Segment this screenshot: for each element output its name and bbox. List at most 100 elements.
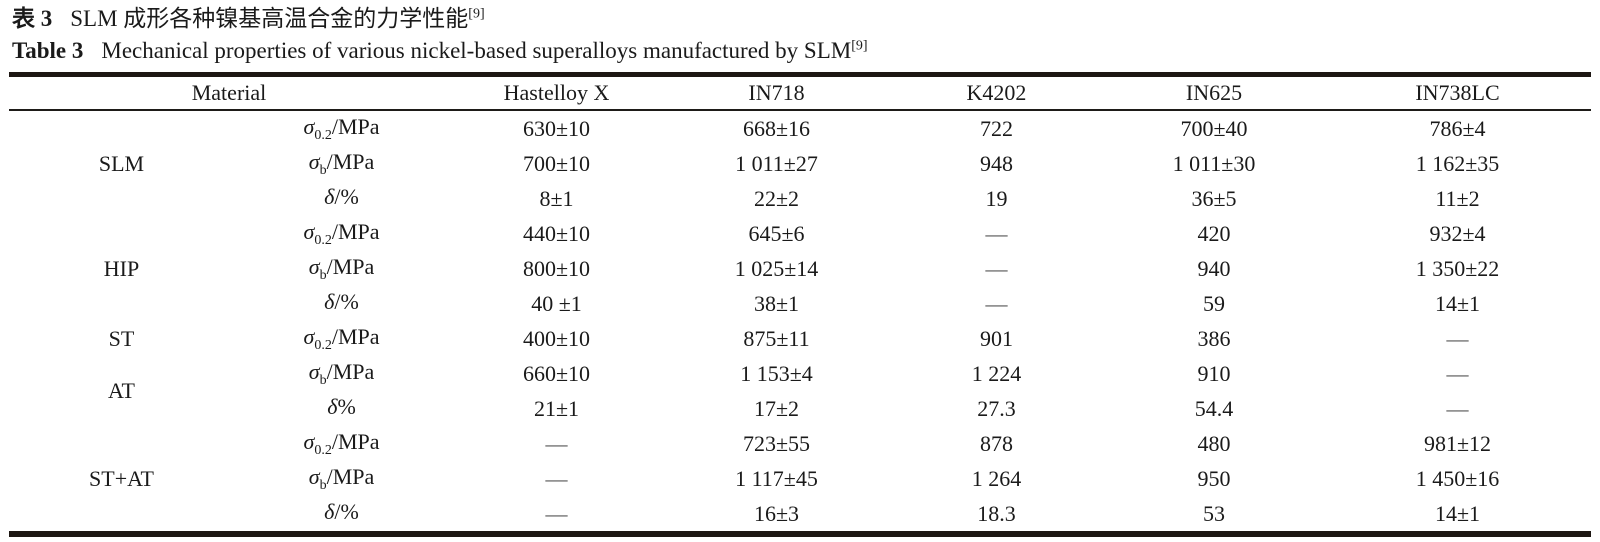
cell-value: 1 224 <box>971 360 1022 386</box>
cell-value: 645±6 <box>748 220 805 246</box>
caption-chinese-label: 表 3 <box>12 6 53 31</box>
property-label: σ0.2/MPa <box>234 110 449 146</box>
table-row: δ/% 8±1 22±2 19 36±5 11±2 <box>9 181 1591 216</box>
cell-value: — <box>545 500 568 526</box>
property-subscript: b <box>319 267 327 283</box>
cell-value: 11±2 <box>1435 185 1480 211</box>
caption-english-reference: [9] <box>851 38 868 54</box>
cell-value: 8±1 <box>539 185 574 211</box>
property-subscript: 0.2 <box>314 232 332 248</box>
property-label: δ% <box>234 391 449 426</box>
cell-value: 800±10 <box>522 255 591 281</box>
cell-value: 22±2 <box>753 185 800 211</box>
cell-value: — <box>1446 395 1469 421</box>
cell-value: 386 <box>1197 325 1231 351</box>
caption-english-title: Mechanical properties of various nickel-… <box>101 38 852 63</box>
property-unit: /MPa <box>326 148 375 174</box>
property-unit: /% <box>334 288 359 314</box>
cell-value: 420 <box>1197 220 1231 246</box>
property-symbol: σ <box>303 113 315 139</box>
material-group-label: SLM <box>98 150 145 176</box>
cell-value: 1 264 <box>971 465 1022 491</box>
property-subscript: b <box>319 477 327 493</box>
property-label: σ0.2/MPa <box>234 216 449 251</box>
property-unit: /MPa <box>331 323 380 349</box>
property-unit: /% <box>334 498 359 524</box>
cell-value: 878 <box>980 430 1013 456</box>
cell-value: 723±55 <box>742 430 811 456</box>
property-symbol: σ <box>308 148 320 174</box>
cell-value: 668±16 <box>742 115 811 141</box>
property-label: δ/% <box>234 496 449 534</box>
table-row: σb/MPa — 1 117±45 1 264 950 1 450±16 <box>9 461 1591 496</box>
property-symbol: σ <box>303 323 315 349</box>
cell-value: 480 <box>1197 430 1231 456</box>
cell-value: 16±3 <box>753 500 800 526</box>
caption-chinese: 表 3 SLM 成形各种镍基高温合金的力学性能[9] <box>12 3 1600 35</box>
property-symbol: σ <box>308 358 320 384</box>
cell-value: 400±10 <box>522 325 591 351</box>
property-unit: % <box>337 393 356 419</box>
property-unit: /MPa <box>331 218 380 244</box>
material-group-label: AT <box>108 378 135 403</box>
cell-value: 1 117±45 <box>735 465 818 491</box>
cell-value: 875±11 <box>743 325 810 351</box>
cell-value: 14±1 <box>1434 290 1481 316</box>
property-label: δ/% <box>234 181 449 216</box>
column-header-material: Material <box>191 80 267 105</box>
cell-value: 53 <box>1203 500 1225 526</box>
cell-value: 700±40 <box>1180 115 1248 141</box>
column-header-alloy: IN625 <box>1185 80 1243 105</box>
material-group-label: HIP <box>103 255 140 281</box>
cell-value: 940 <box>1197 255 1231 281</box>
property-unit: /% <box>334 183 359 209</box>
column-header-alloy: Hastelloy X <box>503 80 610 105</box>
caption-english: Table 3 Mechanical properties of various … <box>12 35 1600 67</box>
property-unit: /MPa <box>326 253 375 279</box>
cell-value: 19 <box>985 185 1008 211</box>
property-symbol: σ <box>308 463 320 489</box>
cell-value: — <box>985 220 1008 246</box>
property-label: σb/MPa <box>234 146 449 181</box>
cell-value: 1 350±22 <box>1415 255 1500 281</box>
column-header-alloy: K4202 <box>966 80 1027 105</box>
table-row: ST+AT σ0.2/MPa — 723±55 878 480 981±12 <box>9 426 1591 491</box>
cell-value: 17±2 <box>753 395 800 421</box>
property-subscript: 0.2 <box>314 442 332 458</box>
table-captions: 表 3 SLM 成形各种镍基高温合金的力学性能[9] Table 3 Mechani… <box>0 0 1600 67</box>
cell-value: 27.3 <box>977 395 1016 421</box>
cell-value: 786±4 <box>1429 115 1486 141</box>
property-symbol: δ <box>324 498 335 524</box>
property-unit: /MPa <box>331 428 380 454</box>
cell-value: — <box>985 255 1008 281</box>
property-symbol: δ <box>327 393 338 419</box>
property-unit: /MPa <box>326 358 375 384</box>
cell-value: 630±10 <box>522 115 591 141</box>
cell-value: 722 <box>980 115 1013 141</box>
cell-value: 932±4 <box>1429 220 1486 246</box>
cell-value: — <box>545 430 568 456</box>
column-header-alloy: IN718 <box>748 80 805 105</box>
cell-value: 1 025±14 <box>734 255 819 281</box>
cell-value: 59 <box>1203 290 1225 316</box>
cell-value: 36±5 <box>1191 185 1237 211</box>
table-row: δ% 21±1 17±2 27.3 54.4 — <box>9 391 1591 426</box>
cell-value: — <box>545 465 568 491</box>
table-row: σb/MPa 700±10 1 011±27 948 1 011±30 1 16… <box>9 146 1591 181</box>
property-label: σb/MPa <box>234 461 449 496</box>
cell-value: — <box>985 290 1008 316</box>
cell-value: 440±10 <box>522 220 591 246</box>
cell-value: 901 <box>980 325 1013 351</box>
cell-value: 21±1 <box>533 395 580 421</box>
property-subscript: b <box>319 372 327 388</box>
property-symbol: σ <box>308 253 320 279</box>
mechanical-properties-table: Material Hastelloy X IN718 K4202 IN625 I… <box>9 72 1591 537</box>
column-header-alloy: IN738LC <box>1415 80 1500 105</box>
property-subscript: 0.2 <box>314 337 332 353</box>
property-symbol: σ <box>303 218 315 244</box>
cell-value: 660±10 <box>522 360 591 386</box>
table-row: ST σ0.2/MPa 400±10 875±11 901 386 — <box>9 321 1591 356</box>
header-row: Material Hastelloy X IN718 K4202 IN625 I… <box>9 75 1591 110</box>
table-row: σb/MPa 800±10 1 025±14 — 940 1 350±22 <box>9 251 1591 286</box>
